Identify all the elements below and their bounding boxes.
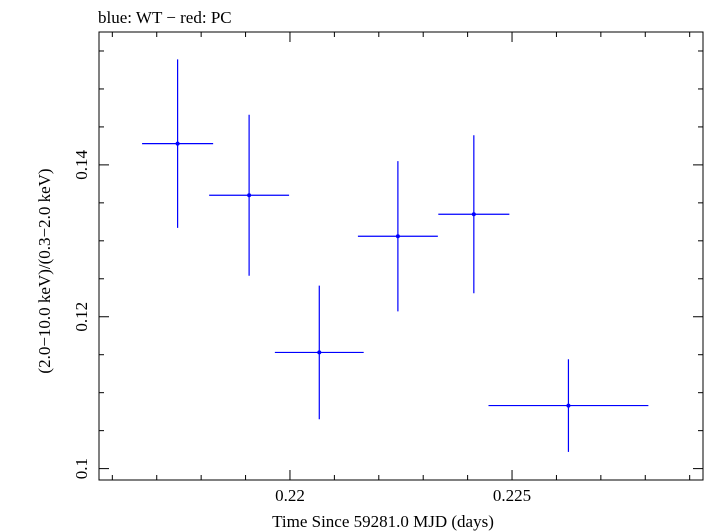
point-marker bbox=[175, 141, 180, 146]
axis-ticks bbox=[99, 32, 703, 480]
point-marker bbox=[566, 403, 571, 408]
point-marker bbox=[247, 193, 252, 198]
data-point bbox=[209, 114, 290, 276]
y-tick-label: 0.12 bbox=[72, 302, 91, 332]
point-marker bbox=[317, 350, 322, 355]
axis-tick-labels: 0.22 0.225 0.1 0.12 0.14 bbox=[72, 150, 531, 505]
point-marker bbox=[471, 212, 476, 217]
y-tick-label: 0.14 bbox=[72, 150, 91, 180]
data-point bbox=[274, 285, 364, 420]
y-axis-label: (2.0−10.0 keV)/(0.3−2.0 keV) bbox=[35, 168, 54, 373]
x-axis-label: Time Since 59281.0 MJD (days) bbox=[272, 512, 494, 531]
y-tick-label: 0.1 bbox=[72, 458, 91, 479]
plot-frame bbox=[98, 31, 704, 481]
data-point bbox=[438, 135, 510, 294]
data-point bbox=[142, 59, 214, 228]
data-series bbox=[142, 59, 649, 452]
data-point bbox=[357, 161, 438, 312]
x-tick-label: 0.225 bbox=[493, 486, 531, 505]
data-point bbox=[488, 359, 649, 452]
chart-title: blue: WT − red: PC bbox=[98, 8, 232, 27]
x-tick-label: 0.22 bbox=[275, 486, 305, 505]
point-marker bbox=[395, 234, 400, 239]
